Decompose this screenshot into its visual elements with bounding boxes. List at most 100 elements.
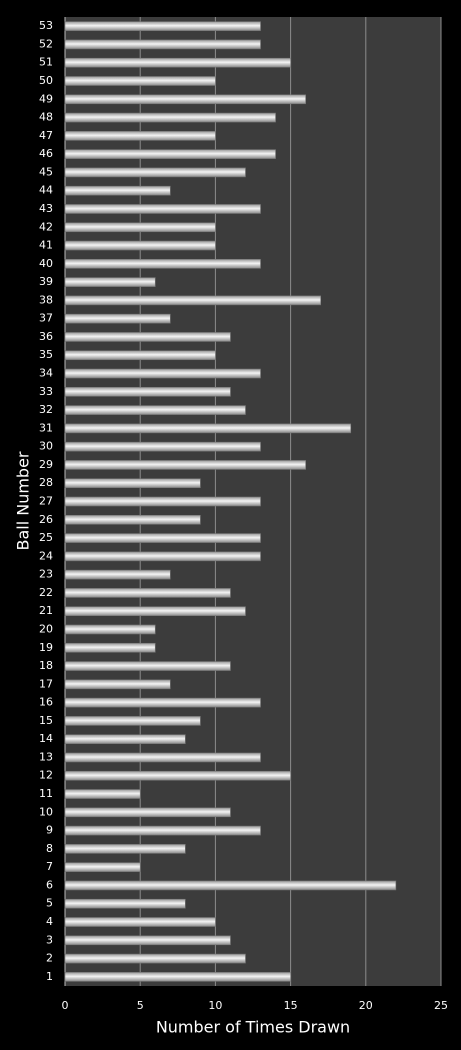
bar	[64, 953, 246, 964]
x-tick-label: 20	[359, 999, 373, 1012]
y-tick-label: 38	[39, 293, 53, 306]
x-tick-label: 25	[434, 999, 448, 1012]
bar	[64, 734, 186, 744]
y-tick-label: 10	[39, 805, 53, 818]
x-tick-label: 10	[208, 999, 222, 1012]
bar	[64, 514, 201, 525]
y-tick-label: 5	[46, 897, 53, 910]
bar	[64, 112, 276, 123]
bar	[64, 387, 231, 397]
bar	[64, 240, 216, 251]
bar	[64, 496, 261, 507]
bar	[64, 21, 261, 31]
y-tick-label: 34	[39, 367, 53, 380]
bar	[64, 624, 156, 635]
bar	[64, 167, 246, 178]
y-tick-label: 29	[39, 458, 53, 471]
y-tick-label: 17	[39, 677, 53, 690]
y-tick-label: 31	[39, 421, 53, 434]
y-tick-label: 12	[39, 769, 53, 782]
bar	[64, 844, 186, 854]
bar	[64, 917, 216, 927]
y-tick-label: 14	[39, 732, 53, 745]
bar	[64, 185, 171, 196]
y-tick-label: 30	[39, 440, 53, 453]
y-tick-label: 26	[39, 513, 53, 526]
y-tick-label: 21	[39, 604, 53, 617]
bar	[64, 588, 231, 598]
bar	[64, 935, 231, 946]
bar	[64, 807, 231, 818]
bar	[64, 131, 216, 141]
x-axis-title: Number of Times Drawn	[156, 1018, 350, 1037]
bar	[64, 862, 141, 872]
bar	[64, 770, 291, 781]
y-tick-label: 45	[39, 165, 53, 178]
bar	[64, 642, 156, 653]
y-tick-label: 3	[46, 933, 53, 946]
y-tick-label: 46	[39, 147, 53, 160]
y-tick-label: 25	[39, 531, 53, 544]
y-tick-label: 39	[39, 275, 53, 288]
y-tick-label: 23	[39, 568, 53, 581]
y-tick-label: 19	[39, 641, 53, 654]
bar	[64, 752, 261, 763]
bar	[64, 460, 306, 470]
y-tick-label: 15	[39, 714, 53, 727]
bar	[64, 606, 246, 616]
y-tick-label: 1	[46, 970, 53, 983]
bar	[64, 441, 261, 452]
y-tick-label: 22	[39, 586, 53, 599]
bar	[64, 789, 141, 799]
bar	[64, 149, 276, 159]
bar	[64, 478, 201, 489]
bar	[64, 222, 216, 233]
bar	[64, 204, 261, 214]
bar	[64, 368, 261, 379]
x-tick-label: 5	[137, 999, 144, 1012]
y-tick-label: 42	[39, 220, 53, 233]
y-tick-label: 32	[39, 403, 53, 416]
y-tick-label: 11	[39, 787, 53, 800]
bar	[64, 825, 261, 836]
bar	[64, 76, 216, 86]
bar	[64, 57, 291, 68]
y-tick-label: 2	[46, 952, 53, 965]
y-tick-label: 37	[39, 312, 53, 325]
bar	[64, 259, 261, 269]
bar	[64, 716, 201, 726]
x-tick-label: 15	[284, 999, 298, 1012]
y-tick-label: 47	[39, 129, 53, 142]
bar	[64, 697, 261, 708]
x-tick-label: 0	[62, 999, 69, 1012]
y-tick-label: 18	[39, 659, 53, 672]
y-tick-label: 40	[39, 257, 53, 270]
y-tick-label: 53	[39, 19, 53, 32]
bar	[64, 295, 321, 306]
y-tick-label: 20	[39, 622, 53, 635]
y-tick-label: 50	[39, 74, 53, 87]
bar	[64, 277, 156, 287]
y-tick-label: 16	[39, 696, 53, 709]
y-tick-label: 43	[39, 202, 53, 215]
y-tick-label: 44	[39, 184, 53, 197]
y-tick-label: 33	[39, 385, 53, 398]
bar	[64, 898, 186, 909]
y-tick-label: 36	[39, 330, 53, 343]
y-tick-label: 28	[39, 476, 53, 489]
bar	[64, 332, 231, 342]
y-tick-label: 41	[39, 239, 53, 252]
bar	[64, 880, 397, 891]
y-tick-label: 6	[46, 878, 53, 891]
y-tick-label: 9	[46, 824, 53, 837]
bar	[64, 94, 306, 105]
y-tick-label: 35	[39, 348, 53, 361]
bar	[64, 313, 171, 324]
y-tick-label: 24	[39, 549, 53, 562]
y-tick-label: 13	[39, 750, 53, 763]
y-tick-label: 48	[39, 111, 53, 124]
bar	[64, 39, 261, 50]
bar	[64, 661, 231, 671]
bar	[64, 569, 171, 580]
